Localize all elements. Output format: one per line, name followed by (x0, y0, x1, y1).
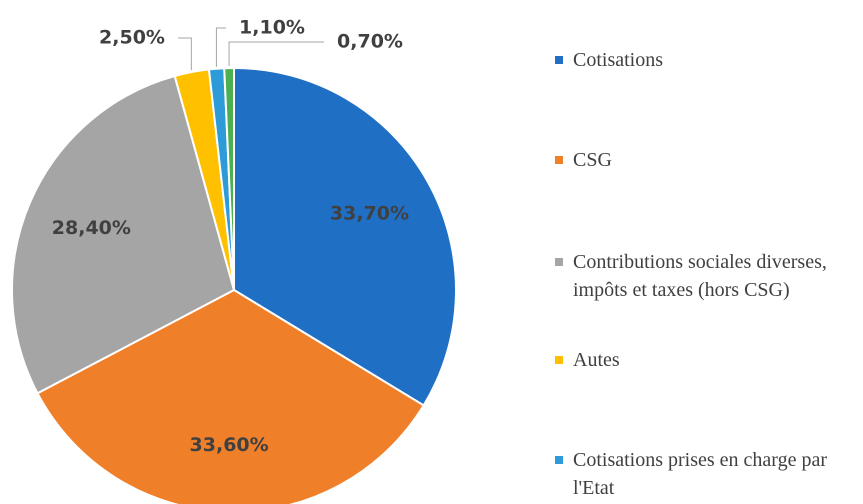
legend-swatch (555, 456, 563, 464)
legend-swatch (555, 56, 563, 64)
leader-line (178, 37, 192, 71)
pie-slice (233, 66, 457, 407)
legend-swatch (555, 258, 563, 266)
data-label: 0,70% (337, 31, 403, 53)
legend-entry: Contributions sociales diverses, impôts … (555, 248, 863, 304)
legend-entry: Cotisations (555, 46, 863, 74)
data-label: 2,50% (99, 27, 165, 49)
legend-label: Contributions sociales diverses, impôts … (573, 251, 827, 301)
legend-entry: Cotisations prises en charge par l'Etat (555, 446, 863, 502)
legend-label: CSG (573, 149, 612, 171)
legend-entry: Autes (555, 346, 863, 374)
data-label: 28,40% (52, 217, 131, 239)
pie-chart: 33,70% 33,60% 28,40% 2,50% 1,10% 0,70% (11, 17, 457, 504)
legend-label: Cotisations prises en charge par l'Etat (573, 449, 828, 499)
data-label: 1,10% (239, 17, 305, 39)
data-label: 33,70% (330, 202, 409, 224)
pie-slice (223, 66, 235, 291)
leader-line (215, 27, 226, 67)
leader-line (228, 41, 324, 67)
legend-swatch (555, 156, 563, 164)
legend-label: Autes (573, 349, 620, 371)
pie-slice (11, 74, 236, 395)
legend-swatch (555, 356, 563, 364)
legend-entry: CSG (555, 146, 863, 174)
data-label: 33,60% (190, 434, 269, 456)
legend-label: Cotisations (573, 49, 664, 71)
